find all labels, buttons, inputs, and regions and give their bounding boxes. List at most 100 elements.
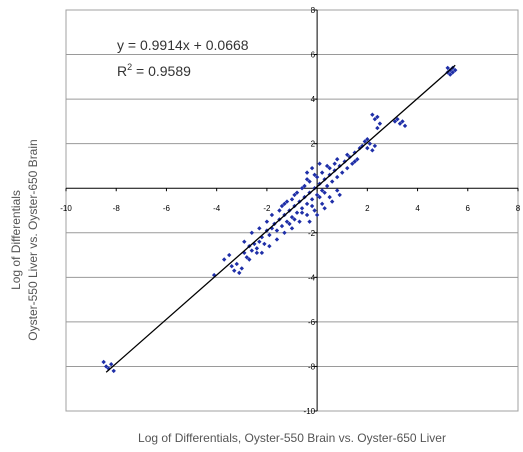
data-point bbox=[372, 143, 378, 149]
y-tick-label: 2 bbox=[311, 140, 316, 149]
r-squared-prefix: R bbox=[117, 63, 127, 79]
data-point bbox=[335, 157, 340, 162]
data-point bbox=[262, 241, 267, 247]
data-point bbox=[319, 188, 325, 193]
data-point bbox=[312, 208, 317, 213]
data-point bbox=[282, 201, 287, 207]
data-point bbox=[372, 116, 378, 122]
data-point bbox=[319, 170, 325, 175]
data-point bbox=[345, 152, 350, 158]
data-point bbox=[337, 192, 342, 198]
data-point bbox=[352, 150, 357, 155]
axes bbox=[66, 10, 518, 411]
data-point bbox=[222, 257, 227, 262]
y-tick-label: -6 bbox=[308, 318, 316, 327]
r-squared-label: R2 = 0.9589 bbox=[117, 62, 191, 79]
data-point bbox=[289, 226, 295, 231]
x-tick-label: -6 bbox=[163, 204, 171, 213]
data-point bbox=[284, 199, 290, 204]
data-point bbox=[229, 263, 234, 269]
x-tick-label: 8 bbox=[516, 204, 521, 213]
data-point bbox=[309, 197, 315, 202]
data-point bbox=[355, 157, 360, 162]
data-point bbox=[307, 219, 312, 224]
data-point bbox=[254, 250, 260, 256]
data-point bbox=[324, 163, 330, 169]
y-tick-label: 8 bbox=[311, 6, 316, 15]
r-squared-superscript: 2 bbox=[127, 62, 132, 72]
y-tick-label: -8 bbox=[308, 362, 316, 371]
r-squared-value: = 0.9589 bbox=[132, 63, 191, 79]
data-point bbox=[259, 250, 265, 256]
data-point bbox=[302, 183, 307, 189]
data-point bbox=[257, 239, 262, 244]
data-point bbox=[450, 70, 455, 75]
data-point bbox=[269, 212, 275, 218]
data-point bbox=[282, 230, 287, 235]
data-point bbox=[274, 237, 280, 242]
data-point bbox=[317, 194, 322, 200]
data-point bbox=[309, 203, 315, 209]
y-tick-label: 6 bbox=[311, 51, 316, 60]
data-point bbox=[267, 232, 272, 238]
data-point bbox=[357, 145, 362, 151]
data-point bbox=[244, 255, 249, 260]
data-point bbox=[375, 125, 380, 131]
x-tick-label: -8 bbox=[113, 204, 121, 213]
data-point bbox=[111, 368, 116, 374]
x-tick-label: 4 bbox=[415, 204, 420, 213]
data-point bbox=[279, 203, 285, 209]
data-point bbox=[249, 248, 255, 253]
data-point bbox=[365, 145, 370, 151]
data-point bbox=[314, 212, 320, 218]
data-point bbox=[103, 364, 109, 369]
data-point bbox=[234, 261, 239, 267]
data-point bbox=[274, 228, 280, 233]
data-point bbox=[309, 165, 315, 171]
data-point bbox=[367, 141, 373, 146]
data-point bbox=[314, 192, 320, 198]
data-point bbox=[402, 123, 408, 129]
data-point bbox=[400, 119, 405, 124]
data-point bbox=[287, 221, 292, 227]
data-point bbox=[362, 139, 368, 144]
y-tick-label: 4 bbox=[311, 95, 316, 104]
data-point bbox=[249, 230, 255, 235]
data-point bbox=[239, 266, 244, 271]
data-point bbox=[242, 239, 247, 244]
data-point bbox=[360, 143, 365, 149]
trend-line bbox=[105, 64, 456, 373]
data-point bbox=[392, 119, 398, 124]
data-point bbox=[329, 199, 335, 204]
data-point bbox=[232, 268, 237, 273]
data-point bbox=[299, 210, 305, 215]
data-point bbox=[395, 116, 400, 122]
data-point bbox=[375, 114, 380, 120]
data-point bbox=[299, 206, 305, 211]
data-point bbox=[329, 179, 335, 184]
data-point bbox=[370, 112, 375, 117]
data-point bbox=[397, 121, 403, 126]
y-tick-label: -2 bbox=[308, 229, 316, 238]
y-tick-labels: -10 -8 -6 -4 -2 2 4 6 8 bbox=[304, 6, 318, 416]
data-point bbox=[247, 257, 252, 262]
data-point bbox=[294, 190, 300, 195]
x-tick-label: 6 bbox=[466, 204, 471, 213]
data-point bbox=[304, 177, 310, 182]
data-point bbox=[445, 65, 450, 71]
y-tick-label: -10 bbox=[304, 407, 316, 416]
data-point bbox=[335, 174, 340, 180]
data-point bbox=[264, 219, 270, 224]
data-point bbox=[289, 214, 295, 220]
data-point bbox=[292, 217, 297, 222]
data-point bbox=[237, 270, 242, 276]
y-axis-title-line1: Log of Differentials bbox=[9, 190, 23, 290]
data-point bbox=[294, 210, 300, 215]
data-point bbox=[284, 219, 290, 224]
data-point bbox=[322, 206, 327, 211]
data-point bbox=[370, 148, 375, 153]
data-point bbox=[289, 197, 295, 202]
data-point bbox=[350, 161, 355, 166]
data-point bbox=[227, 252, 232, 258]
